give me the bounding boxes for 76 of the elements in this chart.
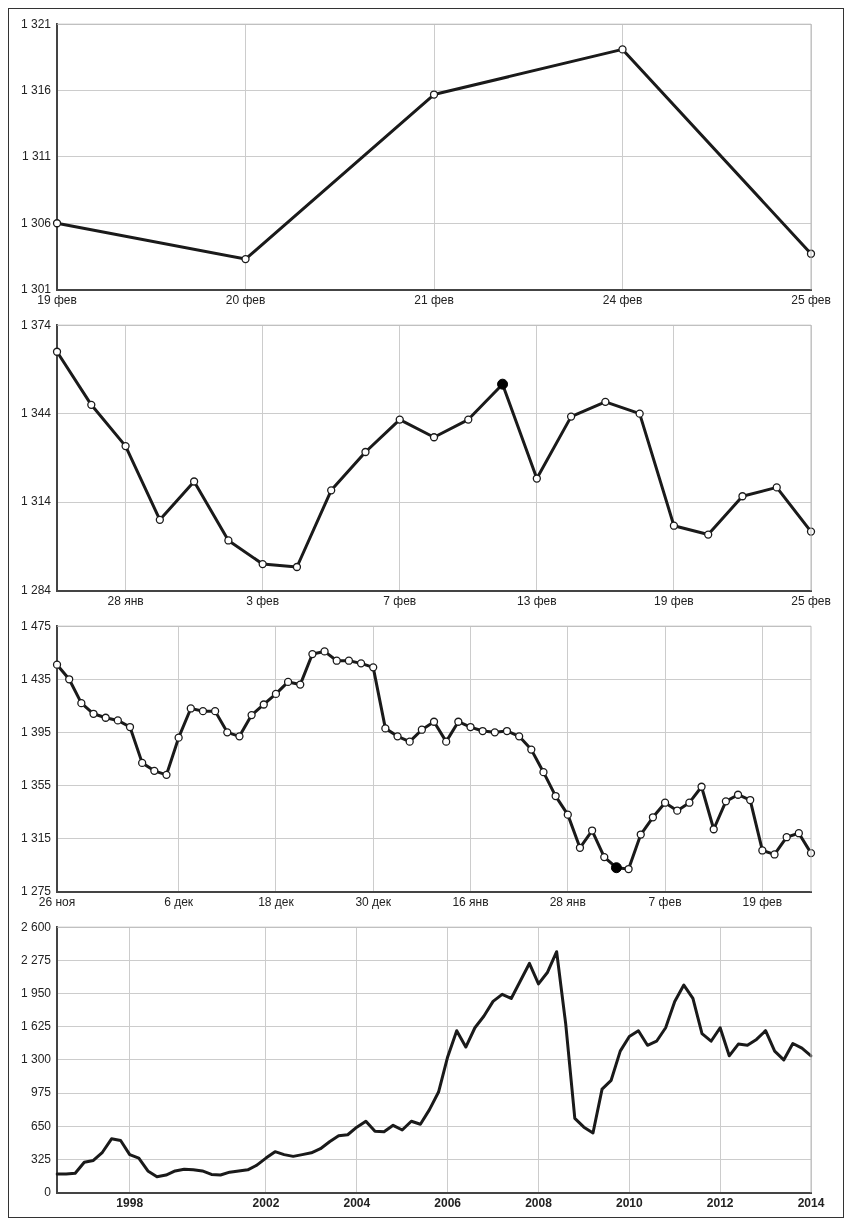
- point: [361, 447, 370, 457]
- point: [429, 90, 439, 99]
- point: [635, 409, 644, 418]
- point: [618, 45, 627, 54]
- y-tick-label: 0: [44, 1184, 52, 1199]
- y-tick-label: 1 321: [21, 16, 52, 31]
- y-tick-label: 650: [31, 1118, 52, 1133]
- x-tick-label: 1998: [116, 1196, 144, 1211]
- point: [155, 515, 164, 524]
- y-tick-label: 1 344: [21, 405, 52, 420]
- point: [738, 492, 747, 501]
- x-tick-label: 28 янв: [549, 895, 586, 910]
- x-tick-label: 28 янв: [107, 594, 144, 609]
- point: [566, 412, 576, 421]
- y-tick-label: 1 316: [21, 82, 52, 97]
- x-tick-label: 3 фев: [246, 594, 280, 609]
- y-tick-label: 1 284: [21, 582, 52, 597]
- point: [395, 415, 404, 424]
- y-tick-label: 1 625: [21, 1019, 52, 1034]
- x-tick-label: 13 фев: [517, 594, 557, 609]
- x-tick-label: 6 дек: [164, 895, 194, 910]
- x-tick-label: 19 фев: [37, 293, 77, 308]
- point: [189, 477, 199, 486]
- point: [87, 400, 96, 409]
- x-tick-label: 21 фев: [414, 293, 454, 308]
- x-tick-label: 24 фев: [602, 293, 643, 308]
- y-tick-label: 1 475: [21, 618, 52, 633]
- x-tick-label: 19 фев: [742, 895, 783, 910]
- point: [772, 483, 781, 492]
- x-tick-label: 25 фев: [791, 594, 831, 609]
- point: [464, 415, 473, 424]
- x-tick-label: 2012: [706, 1196, 734, 1211]
- y-tick-label: 1 374: [21, 317, 52, 332]
- y-tick-label: 325: [31, 1151, 52, 1166]
- y-tick-label: 2 275: [21, 952, 52, 967]
- x-tick-label: 2004: [343, 1196, 371, 1211]
- point: [601, 397, 610, 407]
- x-tick-label: 2014: [797, 1196, 825, 1211]
- y-tick-label: 2 600: [21, 919, 52, 934]
- y-tick-label: 1 395: [21, 724, 52, 739]
- y-tick-label: 1 315: [21, 830, 52, 845]
- point: [669, 521, 679, 530]
- point: [532, 474, 541, 483]
- y-tick-label: 1 300: [21, 1052, 52, 1067]
- y-tick-label: 975: [31, 1085, 52, 1100]
- x-tick-label: 19 фев: [654, 594, 694, 609]
- x-tick-label: 7 фев: [383, 594, 417, 609]
- x-tick-label: 25 фев: [791, 293, 831, 308]
- point: [224, 536, 233, 545]
- point: [52, 219, 62, 228]
- y-tick-label: 1 355: [21, 777, 52, 792]
- x-tick-label: 26 ноя: [38, 895, 76, 910]
- point: [429, 433, 439, 442]
- y-tick-label: 1 275: [21, 883, 52, 898]
- point: [258, 559, 267, 569]
- x-tick-label: 2006: [434, 1196, 462, 1211]
- x-tick-label: 16 янв: [452, 895, 489, 910]
- x-tick-label: 7 фев: [648, 895, 682, 910]
- x-tick-label: 30 дек: [355, 895, 392, 910]
- point: [327, 486, 336, 495]
- point: [121, 441, 130, 451]
- y-tick-label: 1 306: [21, 215, 52, 230]
- y-tick-label: 1 301: [21, 281, 52, 296]
- y-tick-label: 1 314: [21, 494, 52, 509]
- y-tick-label: 1 435: [21, 671, 52, 686]
- x-tick-label: 2008: [525, 1196, 553, 1211]
- x-tick-label: 2002: [252, 1196, 280, 1211]
- y-tick-label: 1 950: [21, 985, 52, 1000]
- point: [241, 254, 250, 264]
- x-tick-label: 18 дек: [258, 895, 295, 910]
- x-tick-label: 20 фев: [225, 293, 266, 308]
- point: [292, 562, 302, 572]
- point: [52, 347, 62, 356]
- y-tick-label: 1 311: [21, 149, 52, 164]
- point: [704, 530, 713, 539]
- x-tick-label: 2010: [615, 1196, 643, 1211]
